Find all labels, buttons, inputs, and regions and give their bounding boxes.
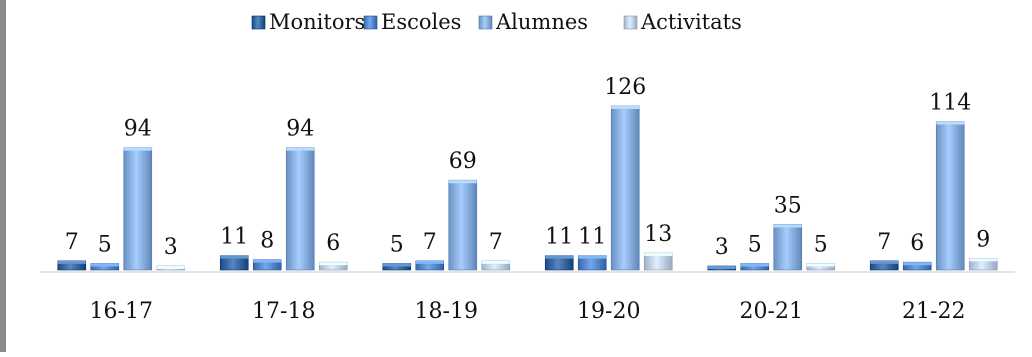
- data-label-alumnes-17-18: 94: [286, 117, 314, 142]
- legend-swatch-activitats: [623, 15, 638, 30]
- bar-cap-monitors-20-21: [707, 266, 736, 269]
- bar-cap-escoles-18-19: [415, 260, 444, 264]
- data-label-monitors-18-19: 5: [390, 232, 404, 257]
- bar-cap-activitats-20-21: [806, 263, 835, 267]
- bar-cap-alumnes-16-17: [123, 147, 152, 151]
- bar-cap-alumnes-19-20: [611, 106, 640, 109]
- bar-alumnes-16-17: [123, 147, 153, 271]
- bar-cap-monitors-17-18: [220, 255, 249, 259]
- bar-cap-monitors-21-22: [870, 260, 899, 264]
- bar-cap-alumnes-17-18: [286, 147, 315, 151]
- bar-alumnes-17-18: [285, 147, 315, 271]
- legend-swatch-monitors: [251, 15, 266, 30]
- legend-label-monitors: Monitors: [269, 10, 365, 34]
- data-label-monitors-20-21: 3: [715, 235, 729, 260]
- data-label-alumnes-19-20: 126: [604, 75, 646, 100]
- legend-label-alumnes: Alumnes: [495, 10, 588, 34]
- bar-cap-activitats-21-22: [969, 258, 998, 262]
- frame-left-border: [0, 0, 6, 352]
- legend: Monitors Escoles Alumnes Activitats: [251, 10, 742, 34]
- bar-cap-activitats-18-19: [481, 260, 510, 264]
- bar-cap-activitats-16-17: [156, 266, 185, 269]
- x-axis: 16-17 17-18 18-19 19-20 20-21 21-22: [90, 299, 966, 324]
- data-label-escoles-20-21: 5: [748, 232, 762, 257]
- data-label-escoles-16-17: 5: [98, 232, 112, 257]
- data-label-alumnes-21-22: 114: [929, 91, 971, 116]
- legend-swatch-escoles: [363, 15, 378, 30]
- data-label-activitats-19-20: 13: [644, 222, 672, 247]
- data-label-activitats-20-21: 5: [814, 232, 828, 257]
- bar-cap-escoles-20-21: [740, 263, 769, 267]
- data-label-monitors-16-17: 7: [65, 230, 79, 255]
- bar-cap-activitats-17-18: [319, 262, 348, 266]
- bar-cap-alumnes-20-21: [773, 224, 802, 228]
- x-tick-label-20-21: 20-21: [740, 299, 803, 324]
- bar-alumnes-18-19: [448, 179, 478, 271]
- bar-alumnes-20-21: [773, 224, 803, 271]
- x-tick-label-17-18: 17-18: [252, 299, 315, 324]
- x-tick-label-19-20: 19-20: [577, 299, 640, 324]
- data-label-escoles-18-19: 7: [423, 230, 437, 255]
- data-label-alumnes-16-17: 94: [124, 117, 152, 142]
- data-label-escoles-17-18: 8: [260, 229, 274, 254]
- data-label-activitats-17-18: 6: [326, 231, 340, 256]
- data-label-activitats-21-22: 9: [976, 227, 990, 252]
- data-label-alumnes-18-19: 69: [449, 149, 477, 174]
- bar-cap-alumnes-18-19: [448, 180, 477, 184]
- data-label-monitors-21-22: 7: [877, 230, 891, 255]
- x-tick-label-18-19: 18-19: [415, 299, 478, 324]
- bar-cap-escoles-19-20: [578, 255, 607, 259]
- data-label-activitats-16-17: 3: [164, 235, 178, 260]
- x-tick-label-21-22: 21-22: [902, 299, 965, 324]
- bar-cap-escoles-16-17: [90, 263, 119, 267]
- data-label-escoles-19-20: 11: [578, 225, 606, 250]
- data-label-alumnes-20-21: 35: [774, 193, 802, 218]
- data-label-monitors-17-18: 11: [220, 225, 248, 250]
- bar-cap-monitors-16-17: [57, 260, 86, 264]
- bar-cap-monitors-18-19: [382, 263, 411, 267]
- bar-alumnes-21-22: [935, 121, 965, 271]
- bar-cap-escoles-17-18: [253, 259, 282, 263]
- legend-label-activitats: Activitats: [640, 10, 742, 34]
- bar-cap-monitors-19-20: [545, 255, 574, 259]
- legend-label-escoles: Escoles: [381, 10, 461, 34]
- data-label-escoles-21-22: 6: [910, 231, 924, 256]
- bar-cap-escoles-21-22: [903, 262, 932, 266]
- data-label-monitors-19-20: 11: [545, 225, 573, 250]
- bar-cap-activitats-19-20: [644, 253, 673, 257]
- data-label-activitats-18-19: 7: [489, 230, 503, 255]
- bar-cap-alumnes-21-22: [936, 121, 965, 125]
- legend-swatch-alumnes: [478, 15, 493, 30]
- bar-alumnes-19-20: [610, 105, 640, 271]
- x-tick-label-16-17: 16-17: [90, 299, 153, 324]
